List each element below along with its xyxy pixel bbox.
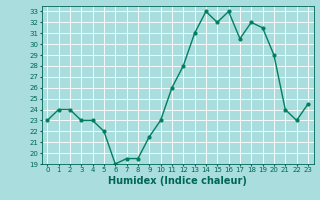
X-axis label: Humidex (Indice chaleur): Humidex (Indice chaleur): [108, 176, 247, 186]
